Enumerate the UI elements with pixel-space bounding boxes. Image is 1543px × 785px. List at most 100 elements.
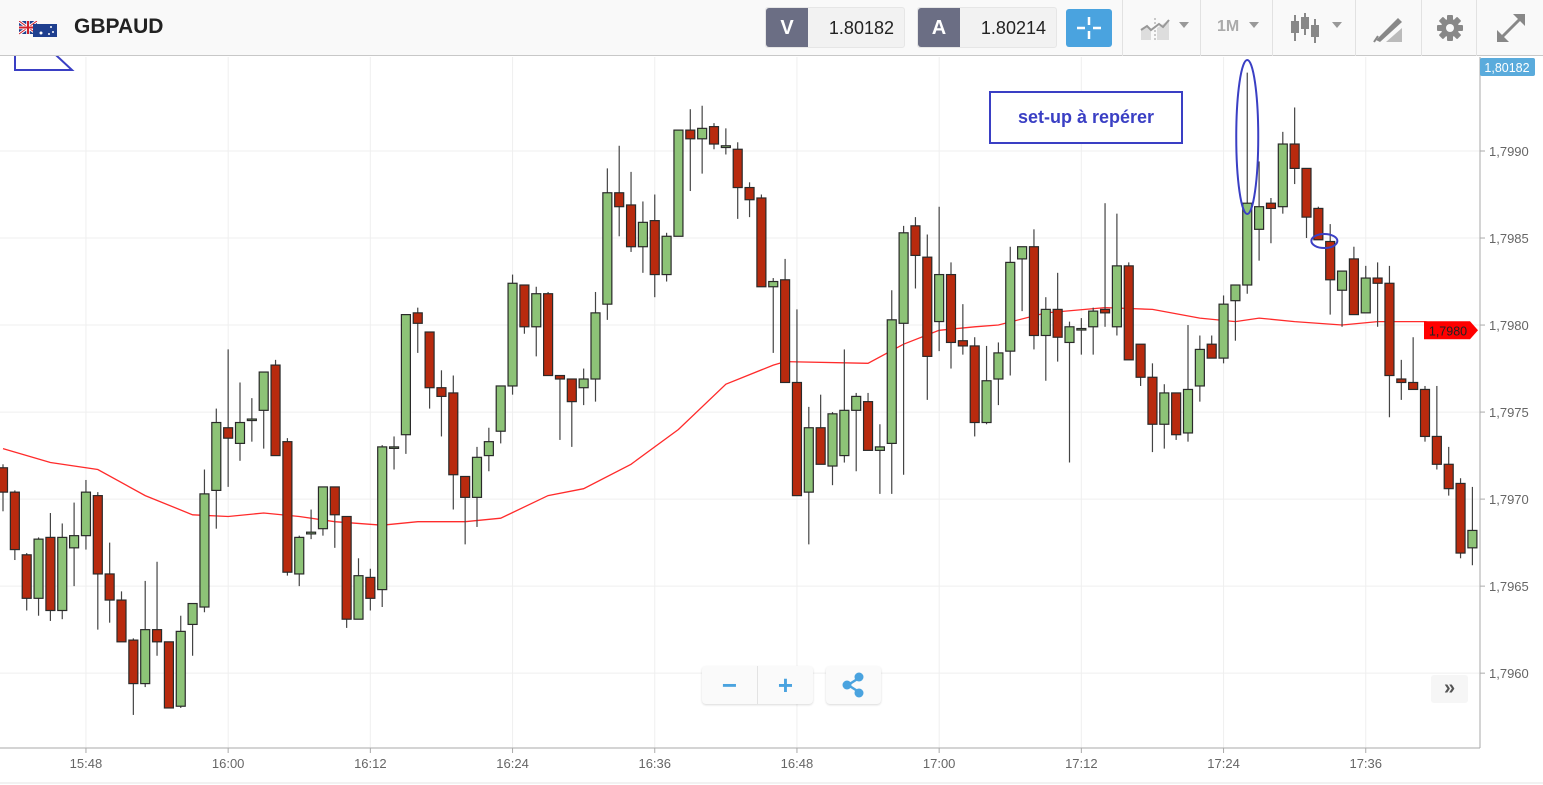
zoom-in-button[interactable]: + — [777, 670, 794, 700]
candle-body — [1194, 348, 1205, 387]
candle-body — [614, 192, 625, 208]
candle-down — [1396, 359, 1407, 400]
candle-body — [282, 441, 293, 573]
drawing-tools-button[interactable] — [1355, 0, 1421, 56]
candle-down — [566, 378, 577, 447]
candle-body — [673, 129, 684, 237]
candle-down — [460, 475, 471, 545]
candle-up — [981, 345, 992, 425]
candle-body — [128, 639, 139, 685]
candle-up — [234, 382, 246, 461]
candle-body — [993, 352, 1004, 380]
candle-body — [471, 456, 483, 498]
gb-au-flag-icon — [19, 21, 57, 37]
candle-down — [0, 464, 9, 512]
candle-style-button[interactable] — [1272, 0, 1355, 56]
y-tick-label: 1,7975 — [1489, 405, 1529, 420]
candle-up — [898, 225, 909, 475]
fullscreen-button[interactable] — [1476, 0, 1543, 56]
settings-button[interactable] — [1421, 0, 1476, 56]
candle-down — [436, 370, 447, 437]
candle-up — [637, 201, 649, 273]
candle-body — [436, 387, 447, 398]
zoom-controls: − + — [702, 666, 813, 704]
candle-body — [1384, 282, 1395, 377]
crosshair-button[interactable] — [1066, 9, 1112, 47]
candle-down — [1325, 224, 1336, 315]
zoom-out-button[interactable]: − — [702, 666, 758, 704]
candle-body — [246, 418, 257, 422]
candle-down — [957, 304, 968, 355]
candle-body — [1040, 308, 1051, 337]
candle-down — [151, 561, 163, 656]
candle-up — [1005, 246, 1016, 376]
candle-body — [791, 381, 803, 497]
candle-down — [1419, 385, 1431, 442]
candle-up — [507, 274, 518, 395]
moving-average-line — [2, 306, 1473, 526]
candle-body — [1431, 435, 1442, 465]
candle-up — [993, 342, 1004, 406]
share-button[interactable] — [826, 666, 881, 704]
candle-body — [140, 629, 151, 685]
x-tick-label: 16:12 — [354, 756, 387, 771]
candle-down — [1135, 343, 1146, 386]
candle-body — [661, 235, 672, 276]
sell-quote-button[interactable]: V 1.80182 — [765, 7, 905, 48]
highlight-ellipse-close — [1310, 233, 1339, 249]
candle-up — [1467, 486, 1478, 566]
candle-up — [827, 412, 838, 486]
candle-body — [827, 413, 838, 467]
candle-down — [744, 182, 755, 218]
scroll-to-latest-button[interactable]: » — [1431, 675, 1468, 703]
candle-up — [199, 469, 210, 613]
bid-tag-label: 1,80182 — [1484, 61, 1529, 75]
candle-body — [1064, 326, 1075, 344]
candle-up — [306, 509, 317, 540]
moving-average — [2, 306, 1473, 526]
candle-down — [329, 486, 340, 548]
candle-body — [685, 129, 696, 140]
chevron-down-icon — [1332, 22, 1342, 28]
candle-down — [1099, 203, 1111, 327]
candle-down — [945, 262, 957, 369]
candle-up — [175, 615, 186, 708]
candle-body — [957, 340, 968, 347]
candle-down — [1372, 262, 1383, 327]
candle-down — [1443, 446, 1454, 496]
candle-up — [483, 427, 494, 472]
candle-down — [685, 109, 696, 192]
candle-down — [649, 194, 660, 298]
candle-body — [1301, 167, 1312, 218]
timeframe-dropdown[interactable]: 1M — [1200, 0, 1272, 56]
chevron-down-icon — [1249, 22, 1259, 28]
chart-type-button[interactable] — [1122, 0, 1200, 56]
symbol-title: GBPAUD — [74, 15, 164, 38]
candle-body — [1467, 529, 1478, 549]
x-tick-label: 16:24 — [496, 756, 529, 771]
sell-label: V — [766, 8, 808, 47]
candle-body — [1277, 143, 1288, 208]
candle-body — [1372, 277, 1383, 284]
candle-down — [1123, 262, 1134, 361]
candle-down — [92, 492, 103, 630]
buy-quote-button[interactable]: A 1.80214 — [917, 7, 1057, 48]
candle-down — [1431, 385, 1442, 470]
candle-body — [1325, 240, 1336, 281]
candle-up — [140, 580, 151, 688]
candle-down — [365, 568, 376, 611]
candle-body — [554, 374, 566, 380]
candle-body — [1230, 284, 1241, 302]
candles-icon — [1291, 13, 1319, 43]
candle-down — [1265, 197, 1277, 244]
drawing-tools-icon — [1373, 18, 1402, 43]
buy-label: A — [918, 8, 960, 47]
candle-down — [424, 331, 435, 409]
candle-body — [1206, 343, 1217, 359]
y-tick-label: 1,7965 — [1489, 579, 1529, 594]
candle-body — [578, 378, 589, 389]
candle-up — [697, 105, 708, 174]
candle-body — [1313, 207, 1324, 241]
candle-body — [57, 536, 68, 612]
